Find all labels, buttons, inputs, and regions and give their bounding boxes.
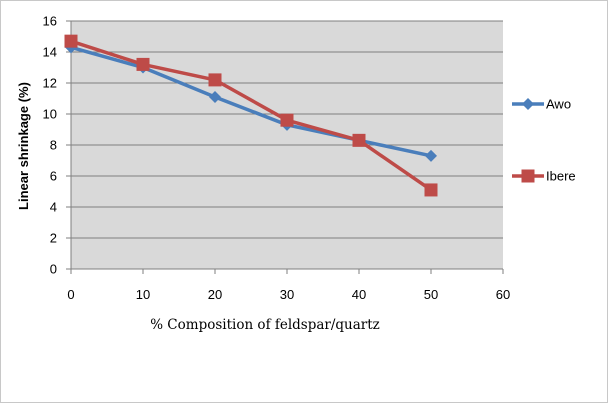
data-point-marker bbox=[136, 57, 150, 71]
data-point-marker bbox=[521, 169, 535, 183]
legend-label: Ibere bbox=[546, 169, 576, 184]
data-point-marker bbox=[522, 98, 534, 110]
data-point-marker bbox=[208, 73, 222, 87]
y-tick-label: 8 bbox=[50, 138, 57, 153]
y-axis-label: Linear shrinkage (%) bbox=[16, 82, 31, 210]
y-tick-label: 10 bbox=[43, 107, 57, 122]
x-tick-label: 10 bbox=[136, 287, 150, 302]
data-point-marker bbox=[64, 34, 78, 48]
x-tick-label: 0 bbox=[67, 287, 74, 302]
legend-label: Awo bbox=[546, 97, 571, 112]
x-tick-label: 50 bbox=[424, 287, 438, 302]
y-tick-label: 2 bbox=[50, 231, 57, 246]
series-line-ibere bbox=[70, 39, 432, 192]
legend-entry-awo: Awo bbox=[512, 97, 571, 112]
x-tick-label: 60 bbox=[496, 287, 510, 302]
x-tick-label: 40 bbox=[352, 287, 366, 302]
x-axis-label: % Composition of feldspar/quartz bbox=[150, 317, 380, 333]
legend-entry-ibere: Ibere bbox=[512, 169, 576, 184]
y-tick-label: 4 bbox=[50, 200, 57, 215]
y-tick-label: 16 bbox=[43, 14, 57, 29]
y-tick-label: 12 bbox=[43, 76, 57, 91]
data-point-marker bbox=[425, 149, 437, 162]
series-line-awo bbox=[70, 45, 432, 158]
x-tick-label: 30 bbox=[280, 287, 294, 302]
data-point-marker bbox=[280, 113, 294, 127]
data-point-marker bbox=[209, 90, 221, 103]
series-ibere bbox=[64, 34, 438, 197]
y-tick-label: 14 bbox=[43, 45, 57, 60]
data-point-marker bbox=[424, 183, 438, 197]
y-tick-label: 0 bbox=[50, 262, 57, 277]
y-tick-label: 6 bbox=[50, 169, 57, 184]
data-point-marker bbox=[352, 133, 366, 147]
x-tick-label: 20 bbox=[208, 287, 222, 302]
